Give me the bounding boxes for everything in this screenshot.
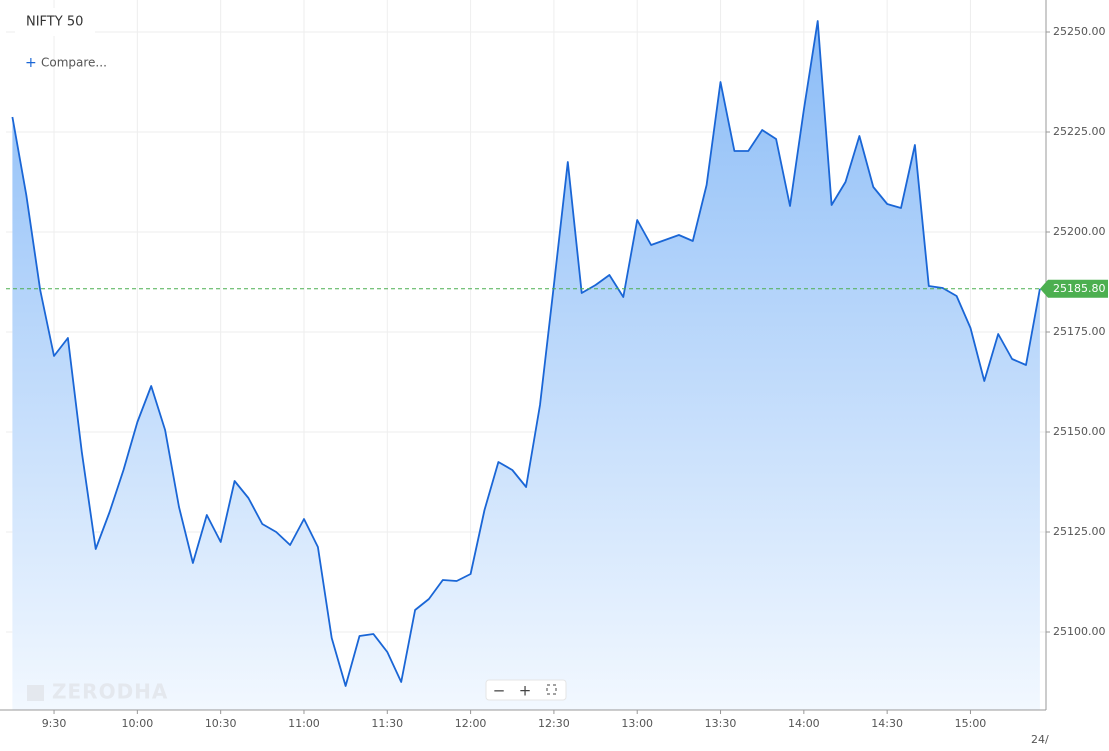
x-tick-label: 15:00 [955,717,987,730]
y-tick-label: 25150.00 [1053,425,1106,438]
y-tick-label: 25175.00 [1053,325,1106,338]
zoom-controls [485,679,567,701]
watermark-logo [27,685,44,701]
x-tick-label: 14:30 [871,717,903,730]
chart-title: NIFTY 50 [26,15,83,30]
plus-icon[interactable]: + [25,55,37,71]
zoom-out[interactable]: − [493,682,506,700]
y-tick-label: 25225.00 [1053,125,1106,138]
watermark: ZERODHA [52,680,168,704]
fullscreen[interactable] [546,684,557,695]
x-tick-label: 12:30 [538,717,570,730]
x-tick-label: 10:30 [205,717,237,730]
area [12,21,1040,710]
last-price-label: 25185.80 [1053,282,1106,295]
y-tick-label: 25250.00 [1053,25,1106,38]
x-tick-label: 11:30 [371,717,403,730]
compare-button[interactable]: Compare... [41,56,107,70]
y-tick-label: 25125.00 [1053,525,1106,538]
y-tick-label: 25100.00 [1053,625,1106,638]
line [11,20,1041,687]
zoom-in[interactable]: + [519,682,532,700]
last-price-badge [1040,279,1108,298]
x-tick-label: 10:00 [122,717,154,730]
x-tick-label: 13:00 [621,717,653,730]
title-box [15,8,95,36]
x-tick-label: 13:30 [705,717,737,730]
x-tick-label: 14:00 [788,717,820,730]
x-tick-label: 12:00 [455,717,487,730]
date-label: 24/ [1031,733,1049,746]
x-tick-label: 9:30 [42,717,67,730]
y-tick-label: 25200.00 [1053,225,1106,238]
x-tick-label: 11:00 [288,717,320,730]
